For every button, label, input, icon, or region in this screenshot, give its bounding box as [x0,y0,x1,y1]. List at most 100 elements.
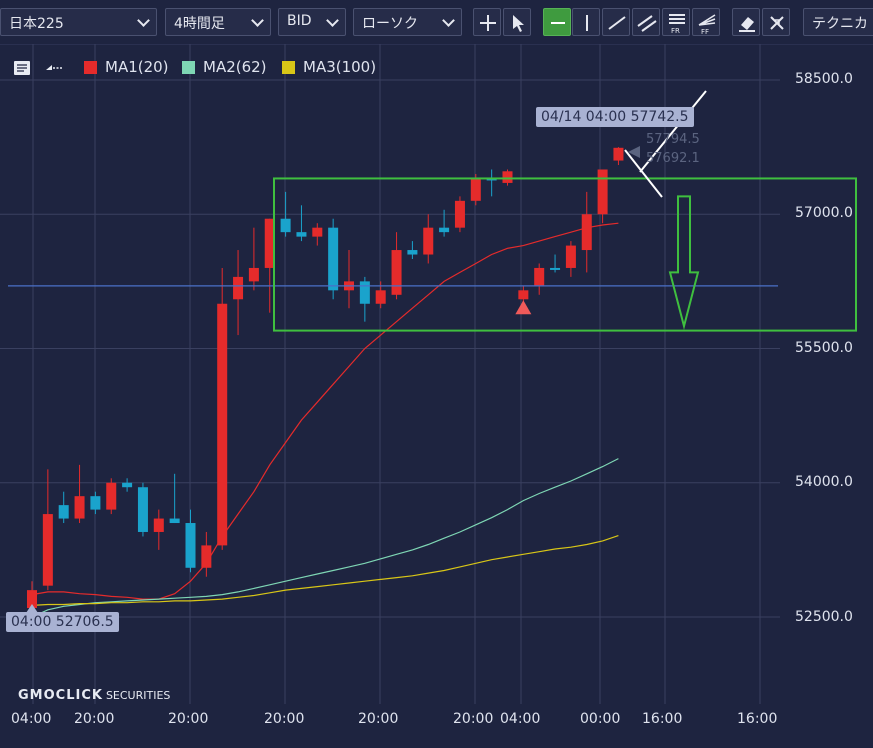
candle-body [74,496,85,519]
candlestick [407,241,418,259]
trend-line-tool-button[interactable] [602,8,630,36]
candle-body [153,518,164,532]
candle-body [27,590,37,609]
candle-body [565,245,576,268]
candle-body [613,147,624,161]
range-box [273,177,857,332]
legend-toggle-icon[interactable] [14,60,36,76]
low-price-tooltip: 04:00 52706.5 [6,612,119,632]
candle-body [534,267,545,286]
candle-body [502,171,513,183]
candlestick [328,218,339,300]
vertical-line-icon [586,15,588,31]
svg-text:FR: FR [671,27,680,35]
candlestick [359,276,370,322]
timeframe-select[interactable]: 4時間足 [165,8,271,36]
ghost-pointer-icon [628,146,640,158]
candle-body [518,290,529,300]
candlestick [233,250,244,336]
candle-body [439,227,450,233]
candlestick [58,491,69,524]
logo-sub-text: SECURITIES [105,689,171,702]
eraser-tool-button[interactable] [732,8,760,36]
vertical-line-tool-button[interactable] [572,8,600,36]
candlestick [550,254,561,273]
logo-main-text: GMOCLICK [18,688,103,703]
candlestick [565,241,576,277]
technical-menu-button[interactable]: テクニカ [803,8,873,36]
candlestick [217,267,228,550]
price-axis-label: 57000.0 [795,205,853,221]
freehand-line [624,149,663,198]
crosshair-icon [480,15,496,31]
crosshair-tool-button[interactable] [473,8,501,36]
clear-drawings-tool-button[interactable] [762,8,790,36]
clear-drawings-icon [770,16,784,30]
candle-body [312,227,323,237]
ghost-high-price: 57794.5 [646,132,700,147]
candlestick [344,250,354,309]
candlestick [296,205,307,242]
chart-type-select-value: ローソク [362,16,418,32]
candle-body [581,214,592,251]
candle-body [137,487,148,532]
candle-body [407,250,418,255]
candlestick [137,482,148,537]
signal-triangle-icon [515,300,532,315]
candle-body [359,281,370,304]
time-axis-label: 00:00 [580,711,621,727]
price-chart[interactable] [0,44,873,748]
time-axis-label: 20:00 [74,711,115,727]
ghost-low-price: 57692.1 [646,151,700,166]
channel-icon [637,15,657,32]
candlestick [391,232,402,300]
price-axis-label: 54000.0 [795,474,853,490]
candlestick [613,147,624,166]
candlestick [280,191,291,237]
price-axis-label: 52500.0 [795,609,853,625]
candle-body [185,523,196,568]
candlestick [581,191,592,273]
horizontal-line-tool-button[interactable] [543,8,571,36]
candle-body [217,303,228,546]
candle-body [42,514,53,586]
candle-body [375,290,386,304]
time-axis-label: 20:00 [264,711,305,727]
timeframe-select-value: 4時間足 [174,16,225,32]
candlestick [153,509,164,550]
candle-body [470,178,481,201]
low-marker-icon [26,604,38,613]
fibonacci-fan-icon: FF [698,14,716,36]
price-axis-label: 58500.0 [795,71,853,87]
candle-body [454,200,465,228]
candle-body [391,250,402,295]
time-axis-label: 20:00 [358,711,399,727]
ma3-swatch [282,61,295,74]
fibonacci-retracement-tool-button[interactable]: FR [662,8,690,36]
legend-collapse-icon[interactable] [44,61,64,75]
candle-body [201,545,212,568]
time-axis-label: 20:00 [168,711,209,727]
moving-average-lines [31,222,619,618]
candle-body [106,482,117,510]
pointer-tool-button[interactable] [503,8,531,36]
candlestick [106,478,117,515]
trend-line-icon [608,16,626,30]
drawing-overlays [8,90,857,613]
symbol-select-value: 日本225 [9,16,64,32]
ma2-swatch [182,61,195,74]
candle-body [264,218,275,268]
chart-type-select[interactable]: ローソク [353,8,462,36]
crosshair-price-tooltip: 04/14 04:00 57742.5 [536,107,694,127]
fibonacci-retracement-icon: FR [669,14,685,35]
chevron-down-icon [251,14,264,27]
candlestick [534,263,545,295]
moving-average-line [31,535,619,606]
technical-menu-label: テクニカ [812,16,868,32]
channel-tool-button[interactable] [632,8,660,36]
candle-body [169,518,180,524]
price-type-select[interactable]: BID [278,8,346,36]
fibonacci-fan-tool-button[interactable]: FF [692,8,720,36]
candlestick [201,531,212,577]
symbol-select[interactable]: 日本225 [0,8,157,36]
